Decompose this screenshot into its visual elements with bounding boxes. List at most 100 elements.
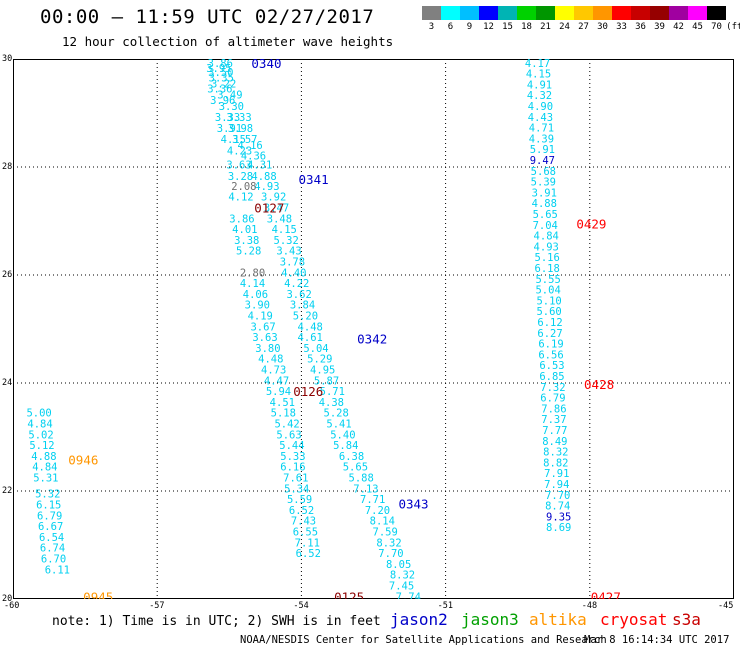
- wave-height-label: 4.51: [270, 397, 295, 409]
- legend-swatches: [422, 6, 740, 20]
- generated-timestamp: Mar 8 16:14:34 UTC 2017: [584, 634, 730, 646]
- wave-height-label: 6.56: [538, 349, 563, 361]
- pass-time-label: 0429: [576, 217, 606, 232]
- wave-height-label: 3.63: [226, 159, 251, 171]
- wave-height-label: 5.32: [35, 489, 60, 501]
- lon-tick-label: -48: [581, 601, 598, 611]
- wave-height-label: 4.38: [319, 397, 344, 409]
- wave-height-label: 5.68: [531, 166, 556, 178]
- wave-height-label: 3.30: [219, 101, 244, 113]
- wave-height-label: 5.65: [533, 209, 558, 221]
- wave-height-label: 5.32: [274, 235, 299, 247]
- wave-height-label: 7.77: [542, 425, 567, 437]
- wave-height-label: 4.15: [272, 224, 297, 236]
- wave-height-label: 3.98: [228, 123, 253, 135]
- legend-label: 21: [540, 22, 551, 32]
- wave-height-label: 4.95: [310, 365, 335, 377]
- legend-swatch: [441, 6, 460, 20]
- wave-height-label: 4.48: [298, 321, 323, 333]
- wave-height-label: 4.12: [228, 192, 253, 204]
- lon-tick-label: -45: [718, 601, 734, 611]
- wave-height-label: 5.91: [530, 144, 555, 156]
- wave-height-label: 4.23: [227, 145, 252, 157]
- wave-height-label: 4.88: [532, 198, 557, 210]
- lat-tick-label: 28: [2, 162, 13, 172]
- pass-time-label: 0946: [68, 453, 98, 468]
- wave-height-label: 3.63: [252, 332, 277, 344]
- wave-height-map: 3.863.953.503.353.223.363.493.963.303.33…: [13, 59, 734, 599]
- wave-height-label: 5.12: [29, 440, 54, 452]
- wave-height-label: 6.16: [280, 462, 305, 474]
- wave-height-label: 3.47: [264, 203, 289, 215]
- wave-height-label: 6.53: [539, 360, 564, 372]
- wave-height-label: 6.74: [40, 543, 65, 555]
- wave-height-label: 4.14: [240, 278, 265, 290]
- legend-swatch: [498, 6, 517, 20]
- wave-height-label: 3.35: [209, 72, 234, 84]
- wave-height-label: 5.34: [284, 483, 309, 495]
- wave-height-label: 4.43: [528, 112, 553, 124]
- legend-swatch: [650, 6, 669, 20]
- wave-height-label: 3.62: [286, 289, 311, 301]
- wave-height-label: 3.96: [210, 95, 235, 107]
- legend-swatch: [574, 6, 593, 20]
- wave-height-label: 7.74: [396, 591, 421, 599]
- legend-swatch: [669, 6, 688, 20]
- wave-height-label: 7.20: [365, 505, 390, 517]
- wave-height-label: 3.86: [229, 213, 254, 225]
- wave-height-label: 5.84: [333, 440, 358, 452]
- wave-height-label: 8.32: [390, 570, 415, 582]
- wave-height-label: 7.11: [295, 537, 320, 549]
- wave-height-label: 5.63: [276, 429, 301, 441]
- wave-height-label: 3.67: [250, 321, 275, 333]
- wave-height-label: 8.32: [376, 537, 401, 549]
- satellite-legend-jason3: jason3: [461, 610, 519, 629]
- wave-height-label: 3.43: [276, 246, 301, 258]
- wave-height-label: 3.22: [211, 78, 236, 90]
- wave-height-label: 3.92: [261, 192, 286, 204]
- wave-height-label: 7.61: [283, 473, 308, 485]
- wave-height-label: 5.31: [33, 473, 58, 485]
- wave-height-label: 2.80: [240, 267, 265, 279]
- wave-height-label: 5.20: [293, 311, 318, 323]
- wave-height-label: 4.32: [527, 90, 552, 102]
- wave-height-label: 6.70: [41, 554, 66, 566]
- wave-height-label: 5.55: [535, 274, 560, 286]
- legend-swatch: [707, 6, 726, 20]
- wave-height-label: 6.18: [535, 263, 560, 275]
- legend-label: 9: [466, 22, 473, 32]
- wave-height-label: 6.54: [39, 532, 64, 544]
- wave-height-label: 4.36: [241, 151, 266, 163]
- wave-height-label: 3.57: [232, 134, 257, 146]
- wave-height-label: 5.10: [536, 295, 561, 307]
- wave-height-label: 3.91: [217, 123, 242, 135]
- wave-height-label: 7.13: [353, 483, 378, 495]
- legend-label: 6: [447, 22, 454, 32]
- wave-height-label: 7.32: [540, 382, 565, 394]
- legend-label: 45: [692, 22, 703, 32]
- satellite-legend-s3a: s3a: [672, 610, 701, 629]
- pass-time-label: 0125: [334, 589, 364, 599]
- wave-height-label: 4.17: [525, 59, 550, 70]
- wave-height-label: 5.18: [271, 408, 296, 420]
- wave-height-label: 7.45: [389, 581, 414, 593]
- credit-line: NOAA/NESDIS Center for Satellite Applica…: [240, 634, 607, 646]
- legend-label: 3: [428, 22, 435, 32]
- wave-height-label: 5.29: [307, 354, 332, 366]
- wave-height-label: 3.91: [532, 187, 557, 199]
- wave-height-label: 7.86: [541, 403, 566, 415]
- wave-height-label: 5.59: [287, 494, 312, 506]
- wave-height-label: 4.90: [528, 101, 553, 113]
- satellite-legend-jason2: jason2: [390, 610, 448, 629]
- lon-tick-label: -60: [4, 601, 20, 611]
- wave-height-label: 7.43: [291, 516, 316, 528]
- wave-height-label: 3.36: [207, 84, 232, 96]
- wave-height-label: 5.71: [320, 386, 345, 398]
- legend-label: 42: [673, 22, 684, 32]
- pass-time-label: 0126: [293, 384, 323, 399]
- lat-tick-label: 24: [2, 378, 13, 388]
- wave-height-label: 3.80: [255, 343, 280, 355]
- page-subtitle: 12 hour collection of altimeter wave hei…: [62, 34, 394, 49]
